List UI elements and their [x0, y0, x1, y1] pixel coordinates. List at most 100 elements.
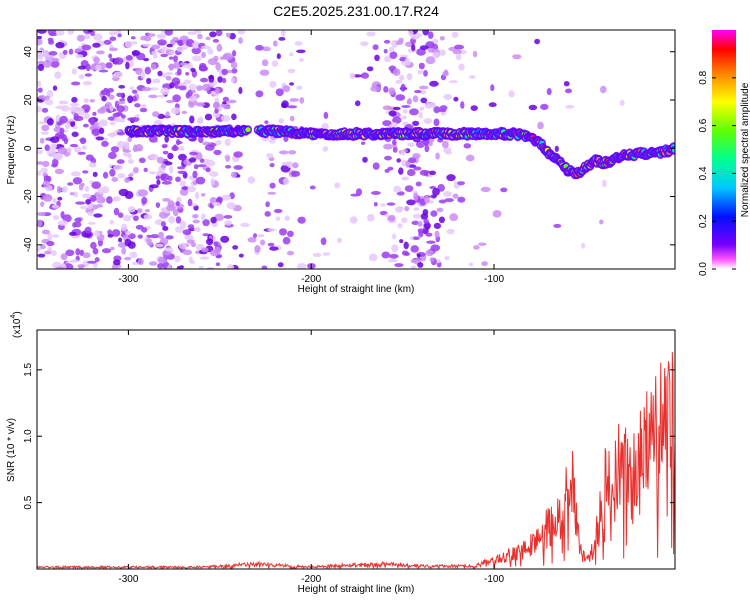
- heatmap-cell: [372, 162, 380, 170]
- heatmap-cell: [69, 192, 75, 196]
- heatmap-cell: [37, 105, 43, 113]
- heatmap-cell: [434, 230, 440, 238]
- heatmap-cell: [140, 35, 148, 41]
- heatmap-cell: [119, 98, 126, 102]
- heatmap-cell: [417, 262, 424, 268]
- heatmap-cell: [231, 113, 237, 121]
- heatmap-cell: [55, 42, 65, 49]
- heatmap-cell: [191, 42, 197, 46]
- heatmap-cell: [221, 68, 229, 76]
- spectrogram-frame: [36, 29, 676, 270]
- heatmap-cell: [137, 234, 143, 239]
- heatmap-cell: [192, 219, 200, 224]
- heatmap-cell: [231, 68, 238, 74]
- heatmap-cell: [40, 131, 49, 135]
- heatmap-cell: [52, 85, 58, 91]
- heatmap-cell: [412, 120, 420, 126]
- heatmap-cell: [284, 215, 290, 221]
- heatmap-cell: [210, 178, 215, 186]
- heatmap-cell: [278, 37, 286, 41]
- heatmap-cell: [383, 86, 389, 93]
- heatmap-cell: [117, 33, 122, 38]
- y-tick-label: 1.0: [23, 429, 34, 443]
- heatmap-cell: [424, 144, 430, 153]
- heatmap-cell: [383, 143, 393, 150]
- heatmap-cell: [61, 105, 70, 112]
- heatmap-cell: [143, 167, 148, 173]
- heatmap-cell: [413, 236, 420, 240]
- y-tick-label: 1.5: [23, 362, 34, 376]
- heatmap-cell: [392, 233, 397, 240]
- heatmap-cell: [52, 234, 59, 238]
- heatmap-cell: [430, 210, 438, 217]
- heatmap-cell: [291, 162, 299, 169]
- heatmap-cell: [212, 201, 221, 207]
- heatmap-cell: [157, 94, 165, 98]
- heatmap-cell: [439, 105, 448, 111]
- heatmap-cell: [297, 216, 306, 224]
- heatmap-cell: [205, 167, 211, 173]
- heatmap-cell: [442, 70, 449, 77]
- heatmap-cell: [391, 122, 398, 129]
- heatmap-cell: [99, 107, 105, 113]
- heatmap-cell: [57, 147, 67, 155]
- heatmap-cell: [255, 90, 264, 98]
- heatmap-cell: [410, 265, 417, 269]
- heatmap-cell: [103, 39, 112, 45]
- heatmap-cell: [398, 167, 404, 175]
- heatmap-cell: [88, 117, 96, 124]
- heatmap-cell: [428, 102, 437, 109]
- heatmap-cell: [186, 185, 197, 193]
- heatmap-cell: [396, 158, 402, 163]
- heatmap-cell: [95, 64, 102, 70]
- heatmap-cell: [78, 74, 85, 80]
- heatmap-cell: [188, 95, 198, 102]
- heatmap-cell: [42, 194, 53, 202]
- heatmap-cell: [176, 166, 186, 170]
- heatmap-cell: [411, 220, 420, 225]
- heatmap-cell: [190, 67, 196, 73]
- y-tick-label: -40: [23, 237, 34, 252]
- x-tick-label: -100: [484, 274, 504, 285]
- heatmap-cell: [131, 261, 140, 266]
- heatmap-cell: [37, 170, 42, 176]
- heatmap-cell: [387, 166, 394, 171]
- heatmap-cell: [267, 228, 277, 232]
- heatmap-cell: [401, 176, 410, 181]
- heatmap-cell: [162, 226, 169, 231]
- heatmap-cell: [468, 262, 474, 267]
- heatmap-cell: [37, 60, 45, 65]
- heatmap-cell: [372, 44, 379, 51]
- heatmap-cell: [198, 116, 204, 124]
- heatmap-cell: [225, 32, 231, 38]
- heatmap-cell: [72, 177, 83, 185]
- heatmap-cell: [156, 33, 167, 39]
- heatmap-cell: [490, 84, 495, 92]
- heatmap-cell: [196, 152, 203, 160]
- heatmap-cell: [191, 47, 202, 55]
- heatmap-cell: [176, 46, 185, 52]
- heatmap-cell: [61, 186, 68, 193]
- heatmap-cell: [142, 43, 151, 47]
- heatmap-cell: [70, 171, 81, 177]
- heatmap-cell: [167, 152, 174, 160]
- heatmap-cell: [408, 30, 414, 37]
- heatmap-cell: [151, 44, 161, 50]
- x-tick-label: -200: [301, 274, 321, 285]
- heatmap-cell: [444, 255, 450, 261]
- heatmap-cell: [209, 171, 219, 178]
- x-tick-label: -300: [118, 274, 138, 285]
- heatmap-cell: [141, 87, 152, 92]
- heatmap-cell: [294, 41, 303, 46]
- heatmap-cell: [149, 184, 159, 189]
- heatmap-cell: [121, 223, 128, 232]
- heatmap-cell: [388, 110, 397, 117]
- heatmap-cell: [168, 51, 176, 55]
- heatmap-cell: [132, 95, 137, 102]
- heatmap-cell: [116, 131, 126, 136]
- heatmap-cell: [213, 241, 219, 247]
- colorbar-tick-label: 0.4: [698, 166, 709, 180]
- heatmap-cell: [391, 244, 399, 253]
- heatmap-cell: [446, 174, 456, 182]
- heatmap-cell: [118, 85, 126, 89]
